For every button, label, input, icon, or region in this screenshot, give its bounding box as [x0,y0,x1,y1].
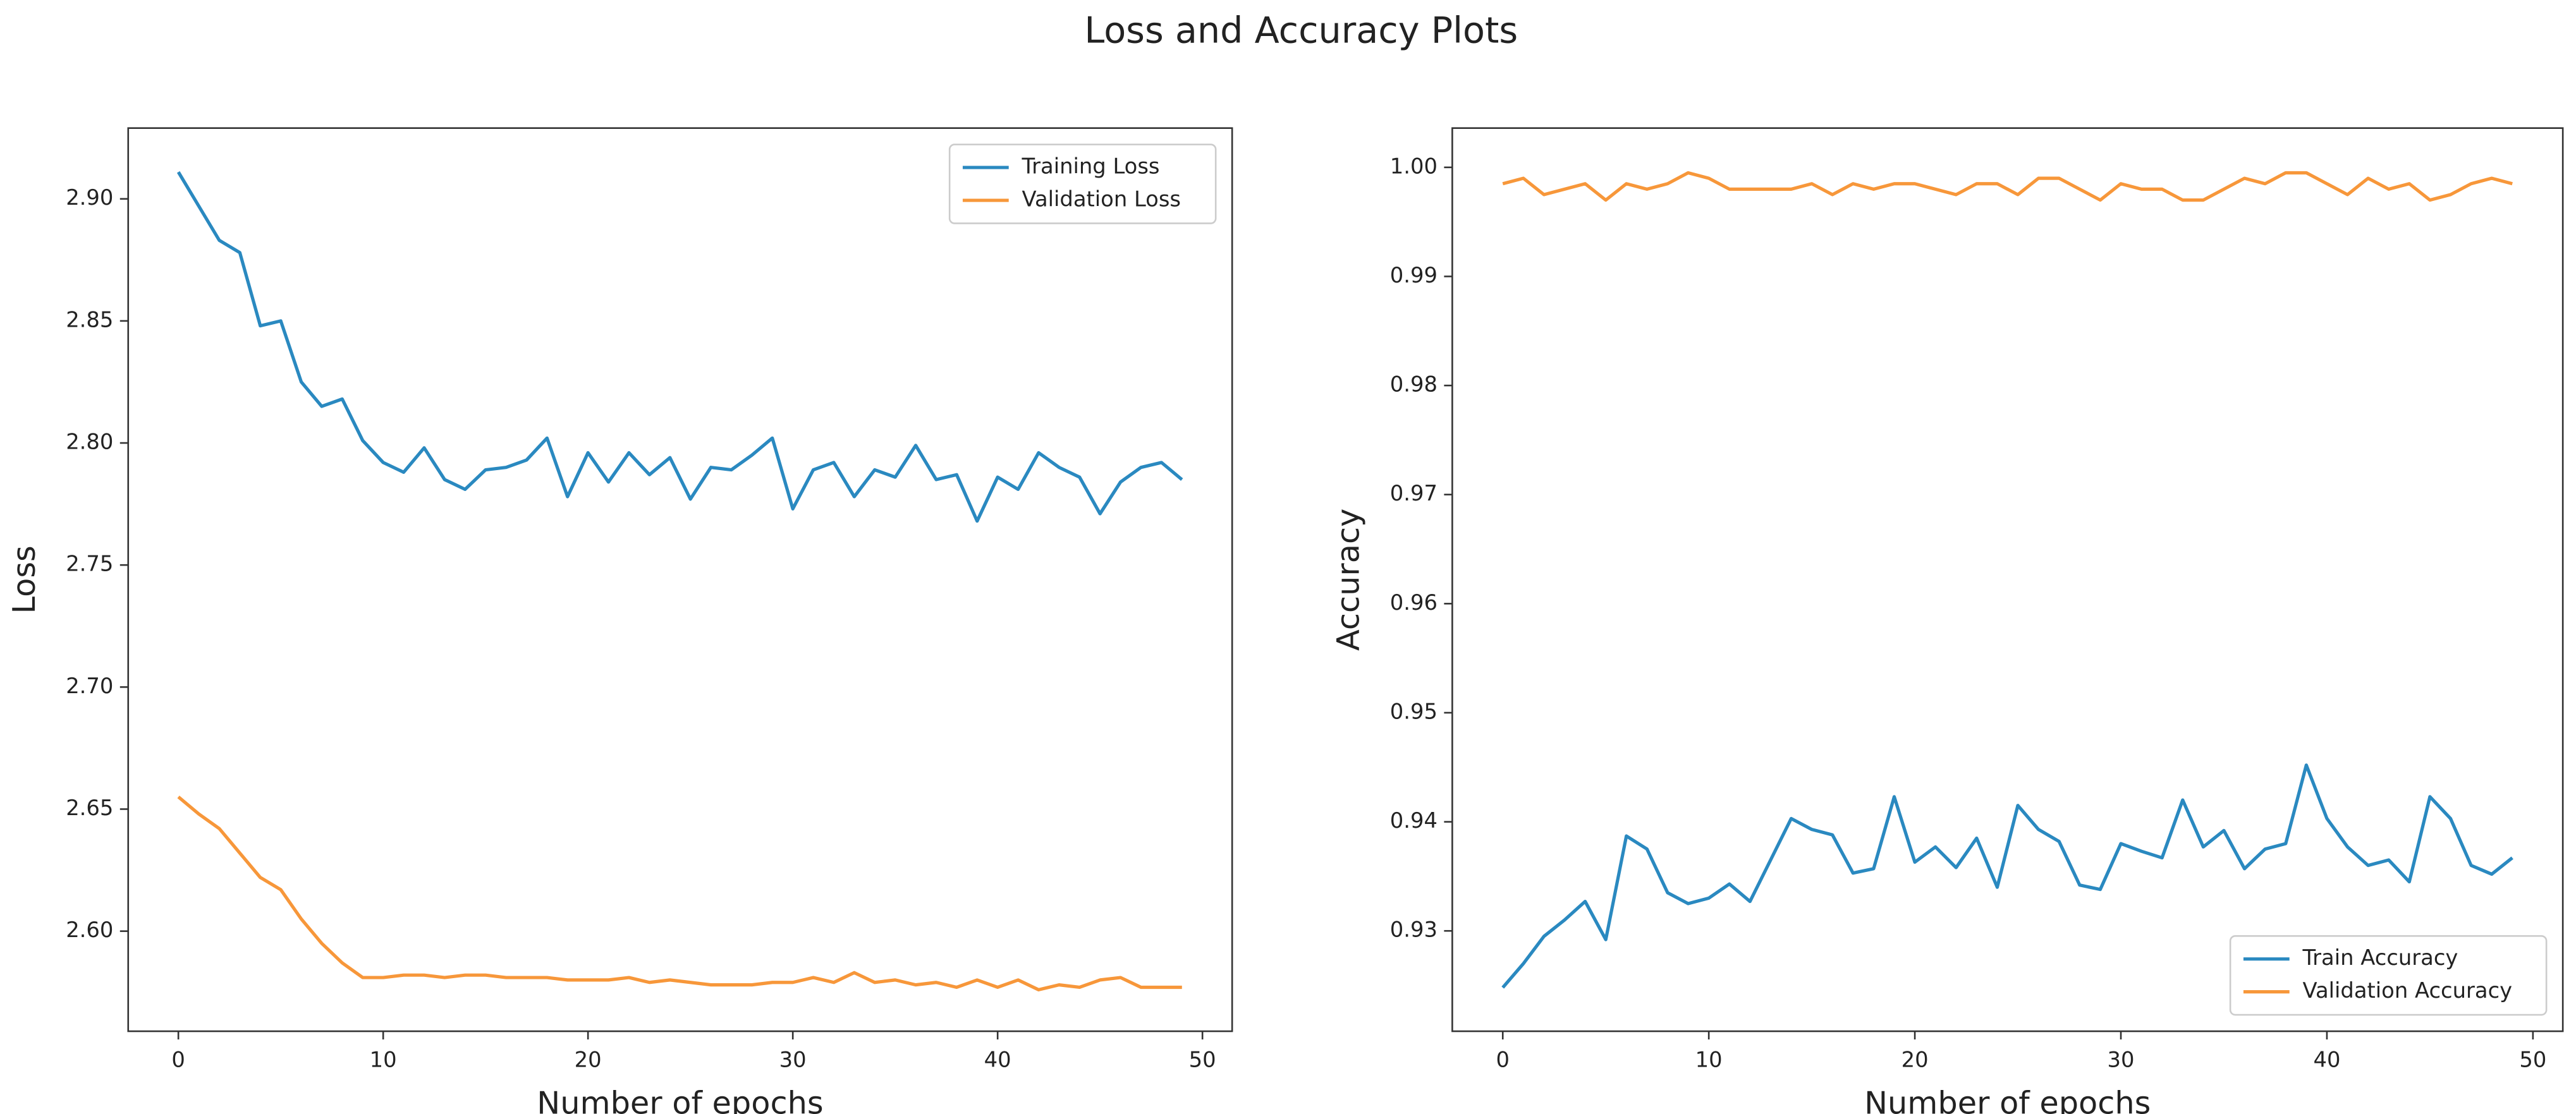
x-tick-label: 30 [2108,1047,2135,1072]
x-tick-label: 0 [1496,1047,1509,1072]
y-tick-label: 0.94 [1390,808,1438,833]
y-tick-label: 0.97 [1390,481,1438,506]
y-tick-label: 2.60 [66,917,113,942]
legend: Training Loss Validation Loss [948,143,1217,224]
x-axis-label: Number of epochs [537,1084,823,1114]
plot-frame [1451,127,2564,1032]
x-tick-label: 20 [1901,1047,1929,1072]
y-tick-label: 2.65 [66,796,113,820]
y-tick-label: 0.99 [1390,263,1438,288]
legend-label: Training Loss [1022,154,1160,179]
y-tick-label: 0.93 [1390,917,1438,942]
y-tick-label: 0.98 [1390,372,1438,397]
legend: Train Accuracy Validation Accuracy [2229,935,2548,1016]
x-tick-label: 40 [984,1047,1011,1072]
x-axis-label: Number of epochs [1864,1084,2151,1114]
x-tick-label: 10 [1695,1047,1723,1072]
y-tick-label: 2.70 [66,674,113,698]
y-tick-label: 0.96 [1390,590,1438,615]
legend-box [948,143,1217,224]
subplot: 0 10 20 30 40 50 2.60 2.65 2.70 2.75 2.80 2.85 2.90 N… [6,127,1233,1114]
series-line [177,796,1182,991]
y-tick-label: 1.00 [1390,154,1438,178]
y-tick-label: 2.85 [66,307,113,332]
legend-label: Validation Accuracy [2302,978,2512,1003]
y-tick-label: 0.95 [1390,699,1438,723]
x-tick-label: 50 [1189,1047,1216,1072]
x-tick-label: 30 [779,1047,807,1072]
legend-label: Train Accuracy [2302,945,2458,970]
x-tick-label: 10 [370,1047,397,1072]
y-tick-label: 2.80 [66,430,113,454]
x-tick-label: 40 [2313,1047,2340,1072]
legend-label: Validation Loss [1022,187,1181,212]
x-tick-label: 50 [2519,1047,2546,1072]
y-axis-label: Loss [6,545,42,614]
series-line [1501,763,2513,989]
y-tick-label: 2.75 [66,552,113,576]
y-axis-label: Accuracy [1330,509,1367,651]
plot-frame [127,127,1233,1032]
x-tick-label: 0 [171,1047,185,1072]
series-line [176,171,1183,523]
x-tick-label: 20 [575,1047,602,1072]
subplot: 0 10 20 30 40 50 0.93 0.94 0.95 0.96 0.97 0.98 0.99 1… [1330,127,2564,1114]
series-line [1502,171,2513,202]
figure-title: Loss and Accuracy Plots [1084,10,1518,52]
legend-box [2229,935,2548,1016]
y-tick-label: 2.90 [66,185,113,210]
